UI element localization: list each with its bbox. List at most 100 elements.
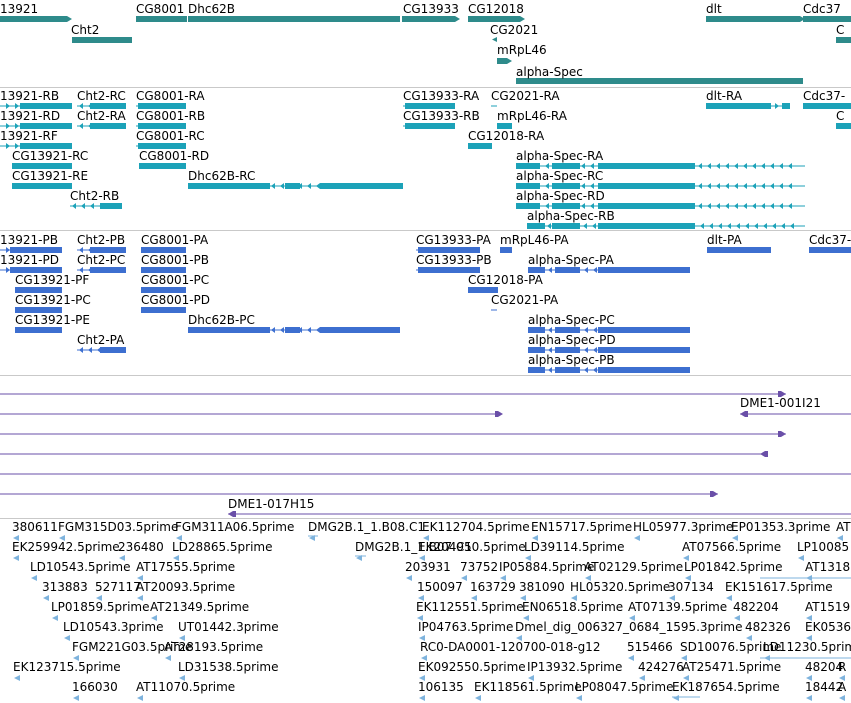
transcript-dhc62b-rc-strand-arrow[interactable] (307, 183, 311, 189)
protein-cg8001-pb-strand-arrow[interactable] (174, 267, 178, 273)
transcript-13921-rd-strand-arrow[interactable] (6, 123, 10, 129)
protein-cg8001-pc-strand-arrow[interactable] (147, 287, 151, 293)
transcript-alpha-spec-rd-strand-arrow[interactable] (608, 203, 612, 209)
protein-alpha-spec-pc-strand-arrow[interactable] (584, 327, 588, 333)
protein-cg8001-pc-exon[interactable] (141, 287, 186, 293)
est-150097[interactable] (418, 595, 424, 601)
protein-cg8001-pc-strand-arrow[interactable] (165, 287, 169, 293)
est-fgm315d03[interactable] (59, 535, 65, 541)
transcript-alpha-spec-ra-strand-arrow[interactable] (653, 163, 657, 169)
transcript-13921-rd-strand-arrow[interactable] (33, 123, 37, 129)
transcript-alpha-spec-rc-strand-arrow[interactable] (707, 183, 711, 189)
protein-cht2-pc-strand-arrow[interactable] (79, 267, 83, 273)
protein-cg13921-pf-strand-arrow[interactable] (39, 287, 43, 293)
transcript-alpha-spec-ra-strand-arrow[interactable] (635, 163, 639, 169)
protein-13921-pb-strand-arrow[interactable] (51, 247, 55, 253)
est-lp10085[interactable] (798, 555, 804, 561)
transcript-alpha-spec-rc-strand-arrow[interactable] (518, 183, 522, 189)
transcript-alpha-spec-ra-strand-arrow[interactable] (590, 163, 594, 169)
est-73752[interactable] (461, 575, 467, 581)
transcript-alpha-spec-rb-strand-arrow[interactable] (547, 223, 551, 229)
transcript-cg13921-re-strand-arrow[interactable] (54, 183, 58, 189)
transcript-cg8001-rb-strand-arrow[interactable] (160, 123, 164, 129)
transcript-cht2-rb-strand-arrow[interactable] (72, 203, 76, 209)
transcript-alpha-spec-ra-strand-arrow[interactable] (689, 163, 693, 169)
protein-alpha-spec-pd-strand-arrow[interactable] (656, 347, 660, 353)
transcript-alpha-spec-rb-strand-arrow[interactable] (736, 223, 740, 229)
protein-dhc62b-pc-strand-arrow[interactable] (370, 327, 374, 333)
transcript-13921-rf-strand-arrow[interactable] (6, 143, 10, 149)
est-at1519[interactable] (806, 615, 812, 621)
protein-alpha-spec-pd-strand-arrow[interactable] (566, 347, 570, 353)
clone-dme1-017h15-end[interactable] (228, 511, 236, 517)
transcript-mrpl46-ra-strand-arrow[interactable] (503, 123, 507, 129)
protein-alpha-spec-pb-strand-arrow[interactable] (674, 367, 678, 373)
protein-cdc37-pa-strand-arrow[interactable] (824, 247, 828, 253)
protein-alpha-spec-pb-strand-arrow[interactable] (602, 367, 606, 373)
transcript-13921-rd-strand-arrow[interactable] (51, 123, 55, 129)
transcript-cg12018-ra-strand-arrow[interactable] (483, 143, 487, 149)
protein-cg13933-pa-strand-arrow[interactable] (458, 247, 462, 253)
est-236480[interactable] (119, 555, 125, 561)
transcript-alpha-spec-rd-strand-arrow[interactable] (716, 203, 720, 209)
transcript-cg8001-rc-strand-arrow[interactable] (169, 143, 173, 149)
protein-alpha-spec-pd-strand-arrow[interactable] (611, 347, 615, 353)
est-ld28865[interactable] (173, 555, 179, 561)
transcript-cg8001-ra-strand-arrow[interactable] (178, 103, 182, 109)
transcript-13921-rb-strand-arrow[interactable] (24, 103, 28, 109)
est-48204[interactable] (806, 675, 812, 681)
transcript-alpha-spec-ra-strand-arrow[interactable] (671, 163, 675, 169)
transcript-cht2-rb-strand-arrow[interactable] (99, 203, 103, 209)
protein-cg13921-pc-strand-arrow[interactable] (48, 307, 52, 313)
transcript-13921-rd-strand-arrow[interactable] (60, 123, 64, 129)
protein-cht2-pc-strand-arrow[interactable] (106, 267, 110, 273)
est-at21349[interactable] (151, 615, 157, 621)
protein-alpha-spec-pd-strand-arrow[interactable] (584, 347, 588, 353)
protein-cht2-pa-strand-arrow[interactable] (97, 347, 101, 353)
transcript-alpha-spec-rd-strand-arrow[interactable] (581, 203, 585, 209)
transcript-dhc62b-rc-strand-arrow[interactable] (352, 183, 356, 189)
est-at-1[interactable] (837, 535, 843, 541)
clone-row-1-end[interactable] (778, 391, 786, 397)
transcript-alpha-spec-rd-strand-arrow[interactable] (734, 203, 738, 209)
protein-cht2-pb-strand-arrow[interactable] (106, 247, 110, 253)
est-166030[interactable] (73, 695, 79, 701)
protein-alpha-spec-pb-strand-arrow[interactable] (566, 367, 570, 373)
protein-dlt-pa-exon[interactable] (707, 247, 771, 253)
transcript-alpha-spec-rb-strand-arrow[interactable] (565, 223, 569, 229)
protein-alpha-spec-pc-strand-arrow[interactable] (620, 327, 624, 333)
transcript-13921-rf-strand-arrow[interactable] (24, 143, 28, 149)
transcript-alpha-spec-rd-strand-arrow[interactable] (554, 203, 558, 209)
protein-alpha-spec-pb-strand-arrow[interactable] (539, 367, 543, 373)
transcript-alpha-spec-ra-strand-arrow[interactable] (644, 163, 648, 169)
transcript-dhc62b-rc-strand-arrow[interactable] (379, 183, 383, 189)
protein-alpha-spec-pc-exon[interactable] (528, 327, 545, 333)
protein-alpha-spec-pd-exon[interactable] (598, 347, 690, 353)
transcript-13921-rd-strand-arrow[interactable] (15, 123, 19, 129)
transcript-alpha-spec-ra-strand-arrow[interactable] (554, 163, 558, 169)
protein-alpha-spec-pb-strand-arrow[interactable] (665, 367, 669, 373)
est-ek259942[interactable] (13, 555, 19, 561)
est-a[interactable] (839, 695, 845, 701)
protein-cg13921-pe-exon[interactable] (15, 327, 62, 333)
protein-13921-pd-strand-arrow[interactable] (24, 267, 28, 273)
protein-13921-pd-strand-arrow[interactable] (15, 267, 19, 273)
transcript-13921-rd-strand-arrow[interactable] (42, 123, 46, 129)
transcript-alpha-spec-ra-strand-arrow[interactable] (536, 163, 540, 169)
protein-mrpl46-pa-strand-arrow[interactable] (506, 247, 510, 253)
protein-alpha-spec-pb-strand-arrow[interactable] (620, 367, 624, 373)
est-ld39114[interactable] (525, 555, 531, 561)
transcript-alpha-spec-ra-strand-arrow[interactable] (617, 163, 621, 169)
transcript-dlt-ra-strand-arrow[interactable] (775, 103, 779, 109)
protein-alpha-spec-pc-strand-arrow[interactable] (665, 327, 669, 333)
protein-dhc62b-pc-strand-arrow[interactable] (388, 327, 392, 333)
protein-cg13921-pe-strand-arrow[interactable] (39, 327, 43, 333)
protein-alpha-spec-pb-strand-arrow[interactable] (611, 367, 615, 373)
transcript-alpha-spec-rd-strand-arrow[interactable] (707, 203, 711, 209)
transcript-alpha-spec-rb-strand-arrow[interactable] (700, 223, 704, 229)
protein-alpha-spec-pb-strand-arrow[interactable] (647, 367, 651, 373)
protein-cht2-pc-strand-arrow[interactable] (97, 267, 101, 273)
transcript-cg13933-rb-strand-arrow[interactable] (418, 123, 422, 129)
est-ek187654[interactable] (673, 695, 679, 701)
transcript-cdc37-strand-arrow[interactable] (818, 103, 822, 109)
